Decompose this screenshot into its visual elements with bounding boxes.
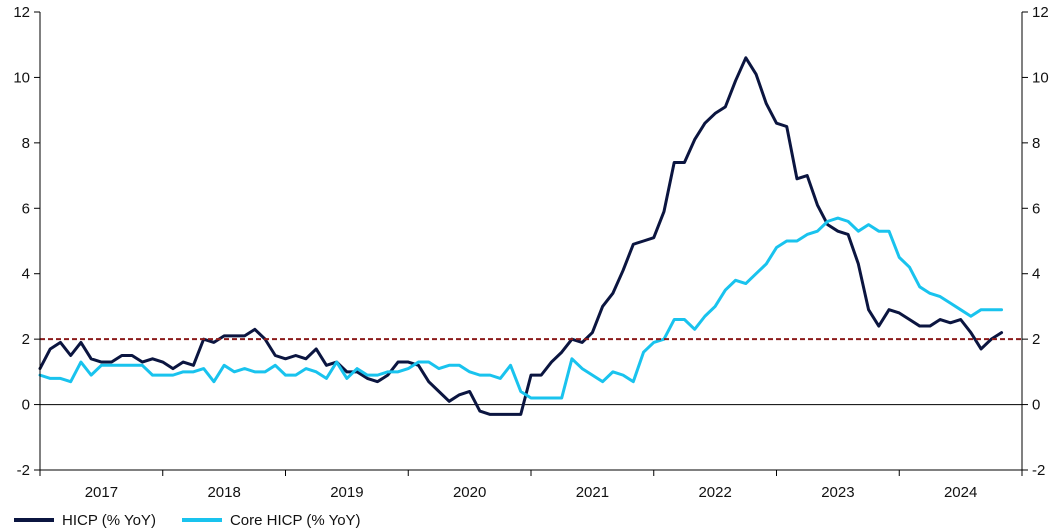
y-tick-label-left: -2 — [17, 462, 30, 479]
legend-label-core-hicp: Core HICP (% YoY) — [229, 511, 361, 529]
x-tick-label: 2021 — [576, 484, 609, 501]
y-tick-label-left: 10 — [13, 69, 30, 86]
y-tick-label-left: 6 — [22, 200, 30, 217]
y-tick-label-left: 2 — [22, 331, 30, 348]
x-tick-label: 2020 — [453, 484, 486, 501]
x-tick-label: 2017 — [85, 484, 118, 501]
y-tick-label-right: 4 — [1032, 266, 1040, 283]
y-tick-label-right: 0 — [1032, 397, 1040, 414]
x-tick-label: 2019 — [330, 484, 363, 501]
y-tick-label-right: 6 — [1032, 200, 1040, 217]
y-tick-label-left: 0 — [22, 397, 30, 414]
y-tick-label-left: 4 — [22, 266, 30, 283]
x-tick-label: 2023 — [821, 484, 854, 501]
axes: -2 -2 0 0 2 2 4 4 6 6 8 8 10 10 12 12 2017 2018 2019 2020 20… — [13, 4, 1048, 501]
legend-item-core-hicp: Core HICP (% YoY) — [181, 511, 361, 529]
x-tick-label: 2018 — [207, 484, 240, 501]
legend-label-hicp: HICP (% YoY) — [62, 511, 156, 529]
y-tick-label-right: -2 — [1032, 462, 1045, 479]
legend: HICP (% YoY) Core HICP (% YoY) — [14, 508, 361, 532]
series-line-hicp — [38, 56, 1004, 416]
legend-item-hicp: HICP (% YoY) — [14, 512, 156, 529]
y-tick-label-right: 10 — [1032, 69, 1049, 86]
legend-swatch-hicp — [14, 518, 54, 522]
series-line-core-hicp — [38, 216, 1004, 400]
y-tick-label-right: 2 — [1032, 331, 1040, 348]
y-tick-label-left: 8 — [22, 135, 30, 152]
y-tick-label-right: 12 — [1032, 4, 1049, 21]
y-tick-label-right: 8 — [1032, 135, 1040, 152]
x-tick-label: 2022 — [698, 484, 731, 501]
series-lines — [38, 56, 1022, 416]
legend-swatch-core-hicp — [181, 518, 222, 522]
y-tick-label-left: 12 — [13, 4, 30, 21]
x-tick-label: 2024 — [944, 484, 977, 501]
